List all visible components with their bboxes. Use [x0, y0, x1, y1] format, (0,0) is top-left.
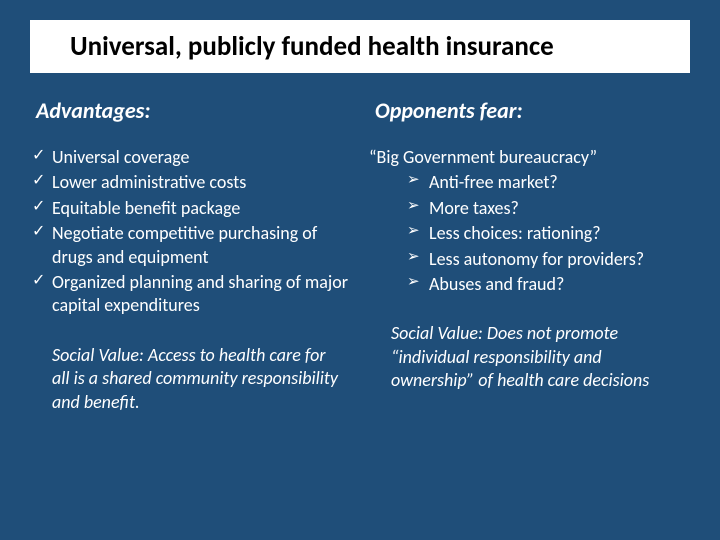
- list-item: More taxes?: [407, 197, 690, 220]
- slide: Universal, publicly funded health insura…: [0, 0, 720, 540]
- slide-title: Universal, publicly funded health insura…: [30, 20, 690, 73]
- advantages-heading: Advantages:: [30, 97, 351, 124]
- opponents-intro: “Big Government bureaucracy”: [369, 146, 690, 169]
- advantages-social-value: Social Value: Access to health care for …: [30, 344, 351, 414]
- opponents-heading: Opponents fear:: [369, 97, 690, 124]
- opponents-social-value: Social Value: Does not promote “individu…: [369, 322, 690, 392]
- list-item: Equitable benefit package: [30, 197, 351, 220]
- list-item: Universal coverage: [30, 146, 351, 169]
- list-item: Less choices: rationing?: [407, 222, 690, 245]
- advantages-column: Advantages: Universal coverage Lower adm…: [30, 97, 351, 414]
- list-item: Less autonomy for providers?: [407, 248, 690, 271]
- opponents-list: Anti-free market? More taxes? Less choic…: [369, 171, 690, 296]
- advantages-list: Universal coverage Lower administrative …: [30, 146, 351, 318]
- list-item: Lower administrative costs: [30, 171, 351, 194]
- list-item: Anti-free market?: [407, 171, 690, 194]
- columns: Advantages: Universal coverage Lower adm…: [30, 97, 690, 414]
- opponents-column: Opponents fear: “Big Government bureaucr…: [369, 97, 690, 414]
- list-item: Negotiate competitive purchasing of drug…: [30, 222, 351, 269]
- list-item: Abuses and fraud?: [407, 273, 690, 296]
- list-item: Organized planning and sharing of major …: [30, 271, 351, 318]
